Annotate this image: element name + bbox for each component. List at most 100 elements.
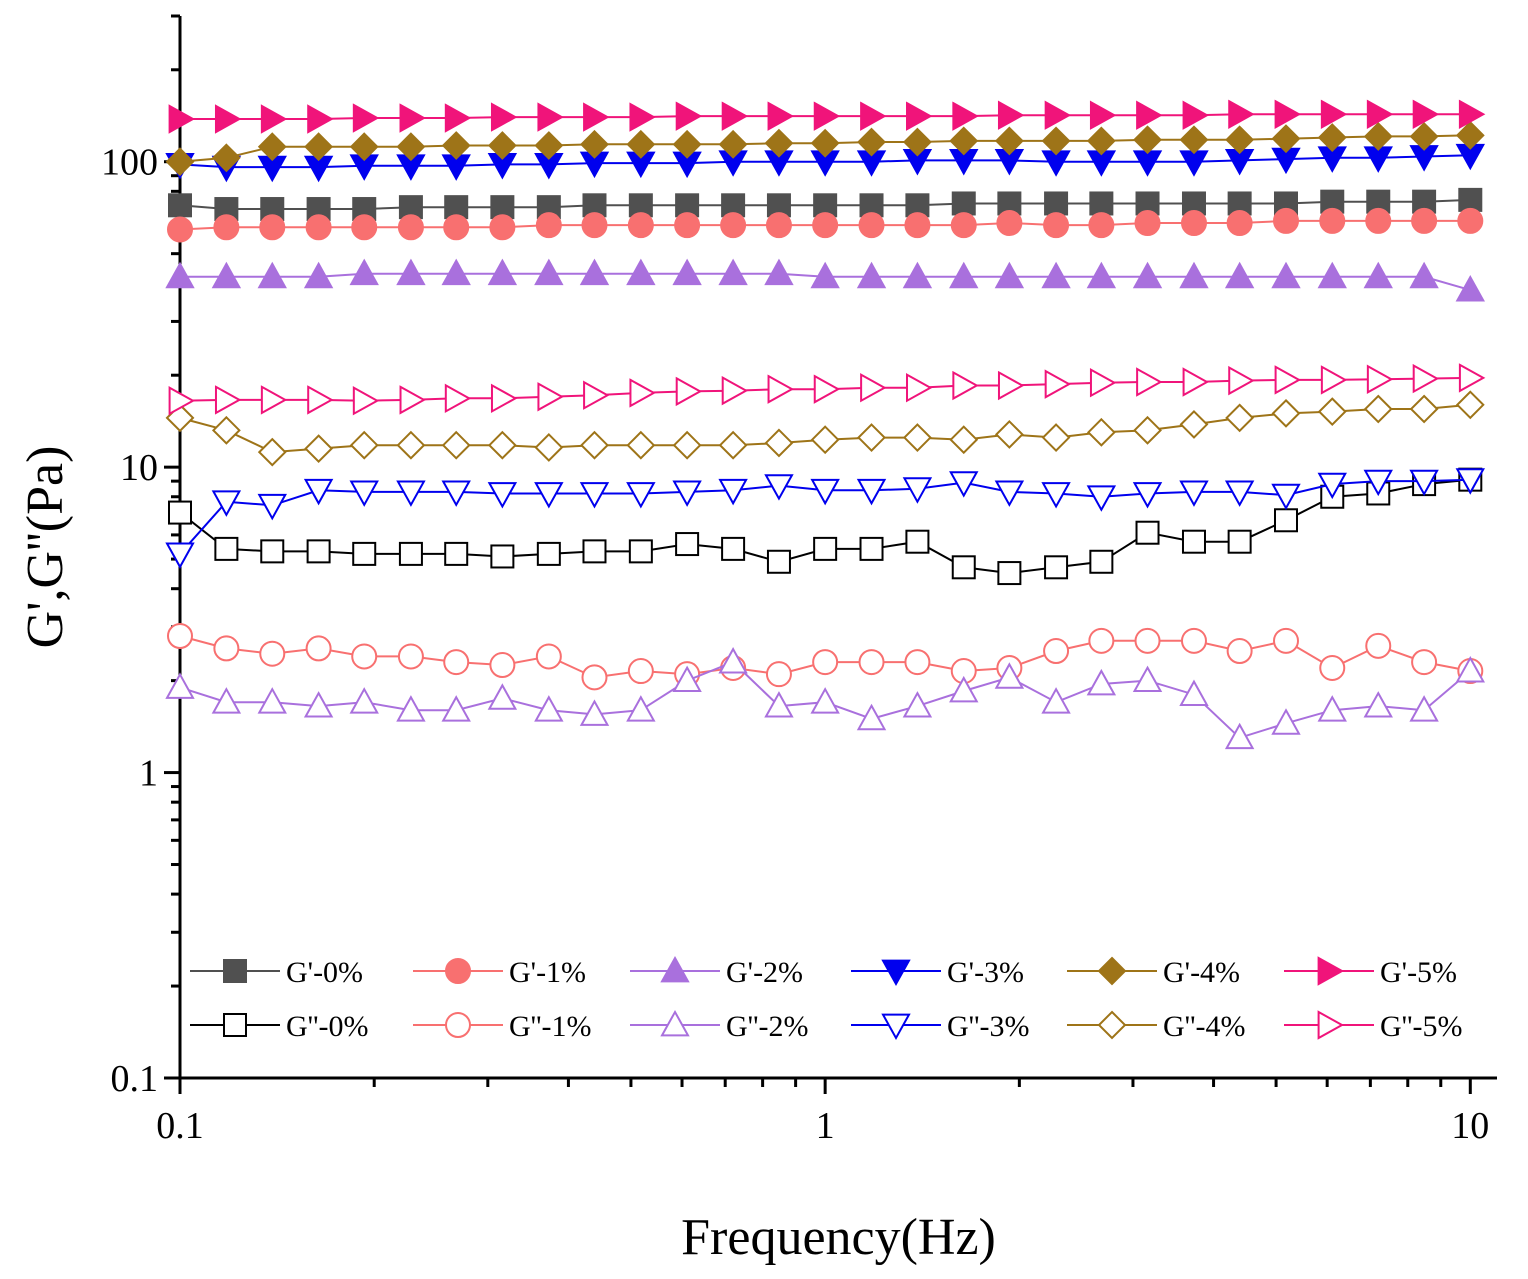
data-point <box>1086 485 1117 512</box>
data-point <box>859 536 884 561</box>
legend-label: G'-1% <box>509 956 586 989</box>
data-point <box>168 193 192 218</box>
data-point <box>1179 410 1209 439</box>
data-point <box>305 635 332 662</box>
data-point <box>1317 695 1347 722</box>
data-point <box>1272 627 1299 654</box>
data-point <box>397 214 424 241</box>
data-point <box>1179 125 1209 155</box>
data-point <box>213 214 240 241</box>
data-point <box>904 649 931 676</box>
data-point <box>396 695 426 722</box>
data-point <box>675 101 703 131</box>
data-point <box>1455 275 1485 302</box>
data-point <box>487 683 518 710</box>
x-axis-title: Frequency(Hz) <box>681 1209 996 1266</box>
data-point <box>259 640 286 667</box>
data-point <box>860 101 887 131</box>
data-point <box>1227 529 1252 554</box>
data-point <box>535 212 562 239</box>
data-point <box>1044 369 1072 399</box>
legend-marker <box>223 959 247 983</box>
data-point <box>441 131 471 160</box>
data-point <box>994 662 1025 689</box>
legend-marker <box>1097 956 1127 986</box>
data-point <box>1226 210 1253 237</box>
legend-item: G'-0% <box>190 956 363 989</box>
data-point <box>489 214 516 241</box>
legend-marker <box>660 1009 690 1037</box>
data-point <box>1363 691 1393 718</box>
plot-frame <box>178 16 1497 1080</box>
data-point <box>1365 632 1392 659</box>
data-point <box>1455 390 1485 420</box>
legend-marker <box>1317 1010 1345 1040</box>
data-point <box>1274 365 1302 395</box>
x-tick-label: 0.1 <box>156 1105 204 1147</box>
data-point <box>764 258 794 286</box>
data-point <box>303 261 334 289</box>
data-point <box>536 541 561 566</box>
legend-marker <box>445 958 471 984</box>
data-point <box>718 647 748 674</box>
legend-label: G'-3% <box>947 956 1024 989</box>
data-point <box>1224 261 1255 289</box>
legend-marker <box>881 1013 911 1041</box>
data-point <box>443 214 470 241</box>
data-point <box>1179 150 1209 177</box>
data-point <box>444 383 472 414</box>
data-point <box>626 482 656 509</box>
data-point <box>168 500 192 525</box>
data-point <box>441 695 471 722</box>
data-point <box>399 385 426 415</box>
data-point <box>994 261 1025 289</box>
legend-marker <box>660 955 690 983</box>
data-point <box>902 477 933 504</box>
legend-label: G'-2% <box>726 956 803 989</box>
data-point <box>444 541 469 566</box>
legend-label: G'-4% <box>1163 956 1240 989</box>
data-point <box>1319 654 1346 681</box>
data-point <box>672 430 702 460</box>
data-point <box>1224 722 1255 750</box>
data-point <box>1179 480 1209 507</box>
data-point <box>1043 212 1070 239</box>
data-point <box>675 376 703 407</box>
data-point <box>1041 261 1071 289</box>
data-point <box>1043 638 1070 665</box>
data-point <box>997 100 1025 130</box>
series-gp-2pct <box>165 258 1485 302</box>
data-point <box>1409 394 1439 424</box>
legend-item: G'-4% <box>1067 956 1240 989</box>
data-point <box>1458 187 1483 212</box>
data-point <box>396 132 426 162</box>
data-point <box>398 541 423 566</box>
legend-marker <box>1317 956 1345 986</box>
data-point <box>211 143 241 173</box>
legend-marker <box>223 1013 247 1037</box>
data-point <box>305 214 332 241</box>
data-point <box>211 261 242 289</box>
data-point <box>905 529 930 554</box>
legend-label: G''-3% <box>947 1010 1029 1043</box>
data-point <box>303 691 334 718</box>
data-point <box>211 415 241 445</box>
data-point <box>950 212 977 239</box>
data-point <box>1363 261 1393 289</box>
data-point <box>1458 363 1486 393</box>
data-point <box>487 131 517 160</box>
y-tick-label: 1 <box>139 753 158 795</box>
legend-item: G'-5% <box>1284 956 1457 989</box>
data-point <box>1086 126 1116 156</box>
data-point <box>627 212 654 239</box>
data-point <box>441 430 471 460</box>
data-point <box>672 129 702 159</box>
data-point <box>1411 207 1438 234</box>
data-point <box>1455 120 1485 150</box>
data-point <box>764 691 794 718</box>
data-point <box>583 102 610 132</box>
data-point <box>1181 529 1206 554</box>
data-point <box>534 433 564 462</box>
data-point <box>674 212 701 239</box>
data-point <box>1455 468 1485 495</box>
